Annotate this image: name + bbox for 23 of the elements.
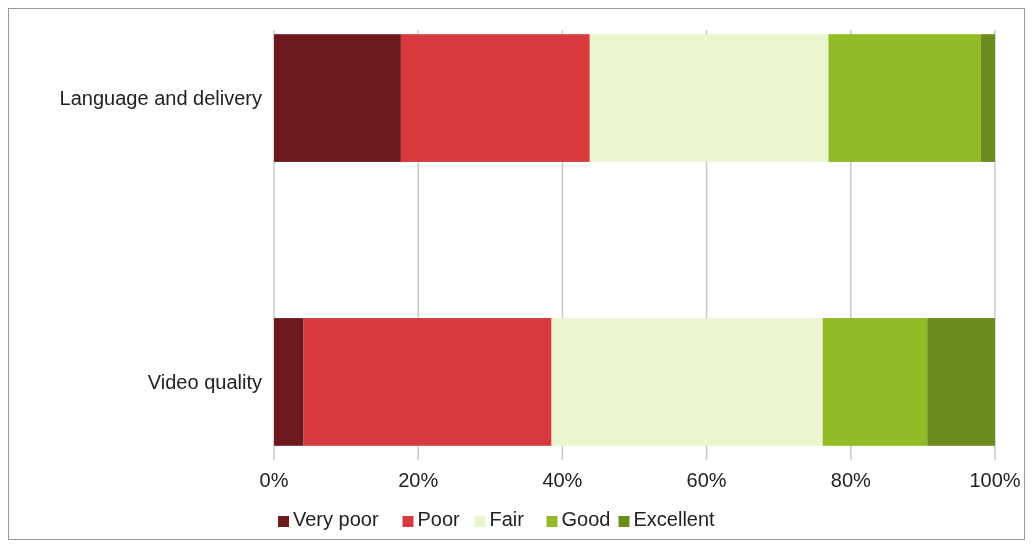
bar	[303, 318, 552, 446]
bar	[822, 318, 928, 446]
bar	[589, 34, 829, 162]
y-tick-label: Language and delivery	[59, 87, 262, 110]
bar	[828, 34, 981, 162]
legend-label: Fair	[489, 508, 525, 530]
x-tick-label: 20%	[398, 469, 439, 491]
bar	[274, 34, 401, 162]
legend-label: Poor	[417, 508, 461, 530]
legend-label: Very poor	[293, 508, 379, 530]
bar	[551, 318, 823, 446]
x-tick-label: 0%	[259, 469, 289, 491]
bar	[400, 34, 590, 162]
x-tick-label: 40%	[542, 469, 583, 491]
bar	[274, 318, 304, 446]
bar	[980, 34, 995, 162]
y-tick-label: Video quality	[147, 370, 262, 393]
x-tick-label: 100%	[969, 469, 1021, 491]
bar	[927, 318, 995, 446]
x-tick-label: 80%	[830, 469, 872, 491]
x-tick-label: 60%	[686, 469, 727, 491]
legend-label: Good	[561, 508, 611, 530]
legend-label: Excellent	[633, 508, 716, 530]
